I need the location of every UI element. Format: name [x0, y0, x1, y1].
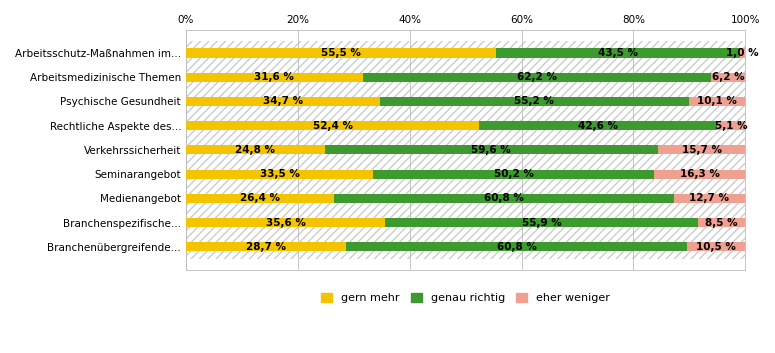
- Text: 6,2 %: 6,2 %: [711, 72, 744, 82]
- Bar: [496, 48, 739, 58]
- Bar: [186, 235, 746, 259]
- Text: 24,8 %: 24,8 %: [236, 145, 275, 155]
- Bar: [689, 97, 746, 106]
- Bar: [380, 97, 689, 106]
- Bar: [739, 48, 746, 58]
- Text: 50,2 %: 50,2 %: [494, 169, 534, 179]
- Bar: [186, 162, 746, 186]
- Text: 10,5 %: 10,5 %: [696, 242, 735, 252]
- Bar: [186, 41, 746, 65]
- Text: 31,6 %: 31,6 %: [254, 72, 294, 82]
- Bar: [654, 169, 746, 179]
- Text: 59,6 %: 59,6 %: [471, 145, 512, 155]
- Bar: [186, 186, 746, 210]
- Bar: [186, 89, 746, 114]
- Text: 55,2 %: 55,2 %: [515, 96, 554, 106]
- Bar: [186, 145, 325, 155]
- Bar: [325, 145, 658, 155]
- Bar: [687, 242, 746, 251]
- Bar: [385, 218, 698, 227]
- Text: 34,7 %: 34,7 %: [263, 96, 303, 106]
- Text: 60,8 %: 60,8 %: [497, 242, 536, 252]
- Bar: [186, 65, 746, 89]
- Bar: [186, 210, 746, 235]
- Bar: [718, 121, 746, 130]
- Bar: [186, 65, 746, 89]
- Text: 8,5 %: 8,5 %: [705, 218, 738, 228]
- Bar: [374, 169, 654, 179]
- Bar: [363, 72, 711, 82]
- Bar: [186, 114, 746, 138]
- Text: 55,5 %: 55,5 %: [322, 48, 361, 58]
- Bar: [186, 169, 374, 179]
- Text: 15,7 %: 15,7 %: [682, 145, 722, 155]
- Bar: [658, 145, 746, 155]
- Bar: [711, 72, 746, 82]
- Bar: [186, 186, 746, 210]
- Text: 12,7 %: 12,7 %: [689, 193, 729, 203]
- Bar: [479, 121, 718, 130]
- Text: 43,5 %: 43,5 %: [598, 48, 638, 58]
- Bar: [186, 162, 746, 186]
- Text: 60,8 %: 60,8 %: [484, 193, 524, 203]
- Text: 35,6 %: 35,6 %: [266, 218, 305, 228]
- Text: 42,6 %: 42,6 %: [578, 121, 618, 131]
- Text: 16,3 %: 16,3 %: [680, 169, 720, 179]
- Text: 26,4 %: 26,4 %: [239, 193, 280, 203]
- Bar: [186, 121, 479, 130]
- Text: 28,7 %: 28,7 %: [246, 242, 286, 252]
- Bar: [673, 194, 745, 203]
- Bar: [186, 218, 385, 227]
- Bar: [333, 194, 673, 203]
- Bar: [186, 72, 363, 82]
- Bar: [186, 210, 746, 235]
- Bar: [346, 242, 687, 251]
- Bar: [186, 48, 496, 58]
- Text: 62,2 %: 62,2 %: [517, 72, 556, 82]
- Bar: [186, 114, 746, 138]
- Bar: [186, 194, 333, 203]
- Bar: [186, 138, 746, 162]
- Bar: [186, 41, 746, 65]
- Text: 1,0 %: 1,0 %: [726, 48, 759, 58]
- Bar: [186, 89, 746, 114]
- Bar: [698, 218, 746, 227]
- Bar: [186, 138, 746, 162]
- Bar: [186, 242, 346, 251]
- Text: 55,9 %: 55,9 %: [522, 218, 561, 228]
- Legend: gern mehr, genau richtig, eher weniger: gern mehr, genau richtig, eher weniger: [317, 288, 615, 307]
- Text: 5,1 %: 5,1 %: [715, 121, 748, 131]
- Text: 10,1 %: 10,1 %: [697, 96, 737, 106]
- Bar: [186, 235, 746, 259]
- Text: 52,4 %: 52,4 %: [312, 121, 353, 131]
- Text: 33,5 %: 33,5 %: [260, 169, 300, 179]
- Bar: [186, 97, 380, 106]
